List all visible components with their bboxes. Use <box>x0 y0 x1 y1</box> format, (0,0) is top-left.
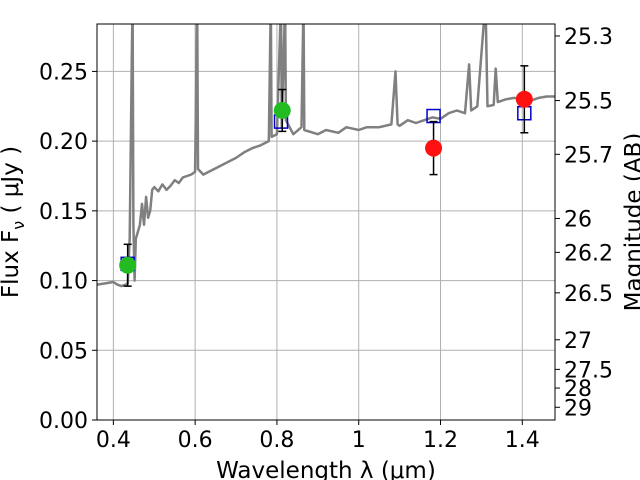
right-tick-label: 27.5 <box>564 358 613 383</box>
plot-frame <box>96 23 556 421</box>
x-tick-label: 0.4 <box>96 428 131 453</box>
y-tick-label: 0.25 <box>39 60 88 85</box>
x-axis-label: Wavelength λ (μm) <box>216 458 436 480</box>
y-tick-label: 0.10 <box>39 270 88 295</box>
right-tick-label: 25.5 <box>564 90 613 115</box>
right-tick-label: 29 <box>564 396 592 421</box>
y-tick-label: 0.20 <box>39 130 88 155</box>
y-tick-label: 0.15 <box>39 200 88 225</box>
model-spectrum <box>97 24 555 288</box>
x-tick-label: 1 <box>352 428 366 453</box>
observed-photometry-point <box>425 139 443 157</box>
y-axis-label: Flux Fν ( μJy ) <box>0 146 28 298</box>
right-tick-label: 25.3 <box>564 25 613 50</box>
y-axis-label-main: Flux F <box>0 230 24 298</box>
model-photometry-square <box>426 108 441 124</box>
observed-photometry-point <box>273 101 291 119</box>
x-tick-label: 0.8 <box>259 428 294 453</box>
right-axis-label: Magnitude (AB) <box>621 133 640 312</box>
y-tick-label: 0.00 <box>39 409 88 434</box>
right-tick-label: 25.7 <box>564 143 613 168</box>
right-tick-label: 26.5 <box>564 282 613 307</box>
x-tick-label: 0.6 <box>178 428 213 453</box>
right-tick-label: 28 <box>564 377 592 402</box>
observed-photometry-point <box>119 256 137 274</box>
x-tick-label: 1.4 <box>505 428 540 453</box>
x-tick-label: 1.2 <box>423 428 458 453</box>
right-tick-label: 26 <box>564 207 592 232</box>
y-axis-label-subscript: ν <box>9 221 28 230</box>
right-tick-label: 27 <box>564 329 592 354</box>
model-spectrum-line <box>97 24 555 288</box>
y-tick-label: 0.05 <box>39 339 88 364</box>
observed-photometry-point <box>515 90 533 108</box>
x-axis-ticks: 0.4 0.6 0.8 1 1.2 1.4 <box>96 420 540 453</box>
right-tick-label: 26.2 <box>564 241 613 266</box>
y-axis-label-unit: ( μJy ) <box>0 146 24 221</box>
y-axis-ticks: 0.00 0.05 0.10 0.15 0.20 0.25 <box>39 60 97 434</box>
observed-photometry-markers <box>119 90 533 274</box>
